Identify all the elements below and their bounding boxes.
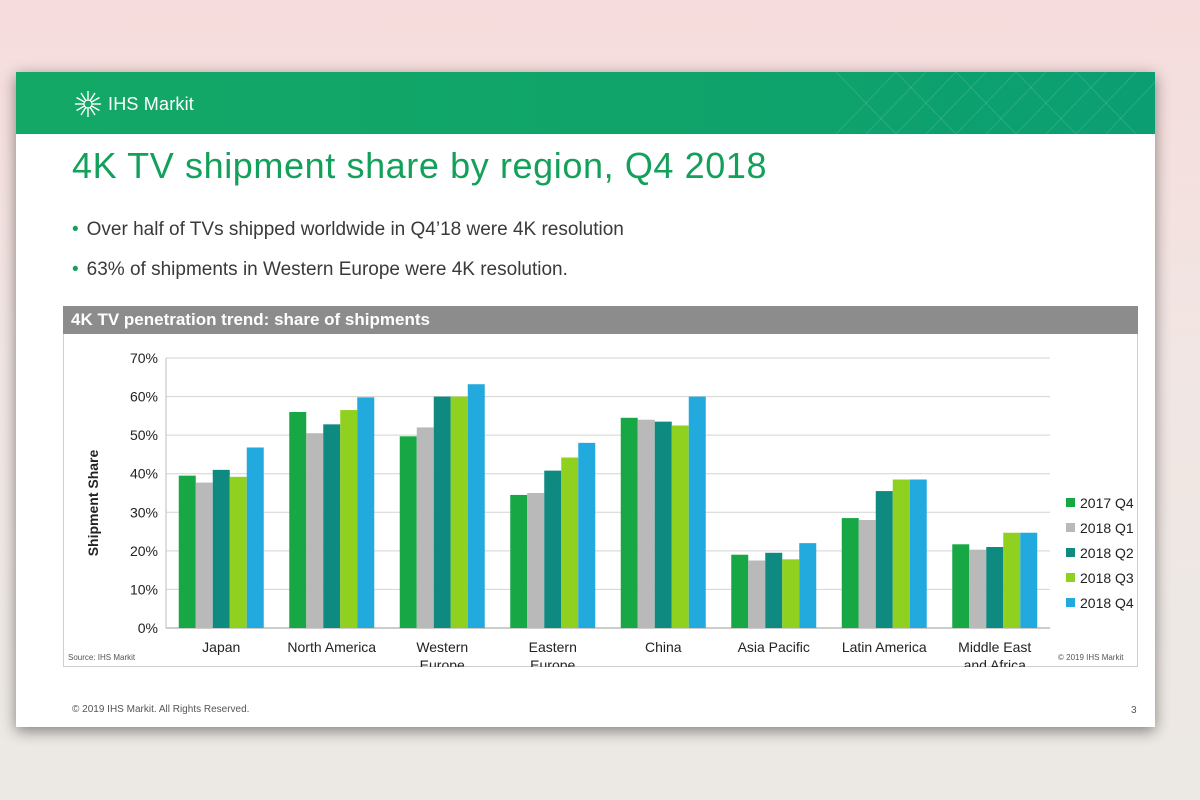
bar: [578, 442, 596, 628]
x-tick-label: Europe: [530, 657, 575, 667]
bar: [858, 520, 876, 628]
legend-label: 2018 Q1: [1080, 520, 1134, 536]
bar-chart: 0% 10% 20% 30% 40% 50% 60% 70% Shipment Share Jap…: [85, 350, 1134, 667]
x-tick-label: North America: [287, 639, 376, 655]
bar: [1003, 532, 1021, 628]
x-tick-label: Europe: [420, 657, 465, 667]
legend-swatch: [1066, 523, 1075, 532]
bar: [892, 479, 910, 628]
legend-label: 2018 Q2: [1080, 545, 1134, 561]
bar: [527, 493, 545, 628]
bar: [450, 396, 468, 628]
legend-label: 2018 Q4: [1080, 595, 1134, 611]
chart-source: Source: IHS Markit: [68, 653, 136, 662]
y-tick-label: 40%: [130, 466, 158, 482]
bar: [765, 552, 783, 628]
y-tick-label: 50%: [130, 427, 158, 443]
x-tick-label: China: [645, 639, 682, 655]
slide-title: 4K TV shipment share by region, Q4 2018: [72, 145, 768, 186]
bar: [799, 543, 817, 628]
bar: [306, 433, 324, 628]
bar: [323, 424, 341, 628]
bar: [909, 479, 927, 628]
bullet-list: • Over half of TVs shipped worldwide in Q…: [72, 218, 624, 298]
y-tick-label: 60%: [130, 389, 158, 405]
bar: [467, 384, 485, 628]
x-tick-label: Eastern: [529, 639, 577, 655]
legend-swatch: [1066, 498, 1075, 507]
bullet-text: 63% of shipments in Western Europe were …: [86, 259, 568, 280]
bar: [688, 396, 706, 628]
y-axis-label: Shipment Share: [85, 450, 101, 557]
bar: [748, 560, 766, 628]
bullet-dot-icon: •: [72, 219, 79, 240]
x-tick-label: and Africa: [964, 657, 1026, 667]
x-tick-label: Asia Pacific: [738, 639, 810, 655]
bar: [246, 447, 264, 628]
bar: [433, 396, 451, 628]
x-tick-label: Middle East: [958, 639, 1031, 655]
bar: [782, 559, 800, 628]
bullet-item: • 63% of shipments in Western Europe were…: [72, 258, 624, 298]
bar: [654, 421, 672, 628]
bullet-item: • Over half of TVs shipped worldwide in Q…: [72, 218, 624, 258]
header-band: IHS Markit: [16, 72, 1155, 134]
bar: [340, 410, 358, 628]
bullet-dot-icon: •: [72, 259, 79, 280]
bar: [875, 491, 893, 628]
bar: [671, 425, 689, 628]
bar: [986, 547, 1004, 628]
bar: [399, 436, 417, 628]
y-tick-label: 0%: [138, 620, 158, 636]
bar: [969, 549, 987, 628]
x-tick-label: Western: [416, 639, 468, 655]
header-pattern: [835, 72, 1155, 134]
bar: [195, 482, 213, 628]
logo-text: IHS Markit: [108, 93, 195, 114]
footer-copyright: © 2019 IHS Markit. All Rights Reserved.: [72, 704, 250, 715]
legend-label: 2018 Q3: [1080, 570, 1134, 586]
bar: [289, 412, 307, 628]
legend-swatch: [1066, 598, 1075, 607]
bar: [357, 397, 375, 628]
x-tick-label: Japan: [202, 639, 240, 655]
bar: [731, 554, 749, 628]
legend-swatch: [1066, 573, 1075, 582]
logo: IHS Markit: [74, 89, 194, 119]
bar: [510, 494, 528, 628]
legend-label: 2017 Q4: [1080, 495, 1134, 511]
y-tick-label: 10%: [130, 581, 158, 597]
y-tick-label: 30%: [130, 504, 158, 520]
x-tick-label: Latin America: [842, 639, 927, 655]
bar: [416, 427, 434, 628]
bar: [637, 419, 655, 628]
bar: [229, 476, 247, 628]
bar: [620, 417, 638, 628]
page-number: 3: [1131, 705, 1137, 716]
y-tick-label: 20%: [130, 543, 158, 559]
bar: [178, 475, 196, 628]
slide: IHS Markit 4K TV shipment share by regio…: [16, 72, 1155, 727]
chart-title: 4K TV penetration trend: share of shipme…: [63, 306, 1138, 334]
bar: [212, 469, 230, 628]
bar: [544, 470, 562, 628]
bar: [561, 457, 579, 628]
bar: [841, 518, 859, 628]
legend-swatch: [1066, 548, 1075, 557]
chart-frame: 0% 10% 20% 30% 40% 50% 60% 70% Shipment Share Jap…: [63, 334, 1138, 667]
y-tick-label: 70%: [130, 350, 158, 366]
chart-copyright: © 2019 IHS Markit: [1058, 653, 1124, 662]
bullet-text: Over half of TVs shipped worldwide in Q4…: [86, 219, 624, 240]
ihs-sunburst-icon: [75, 91, 101, 117]
bar: [1020, 532, 1038, 628]
bar: [952, 544, 970, 628]
